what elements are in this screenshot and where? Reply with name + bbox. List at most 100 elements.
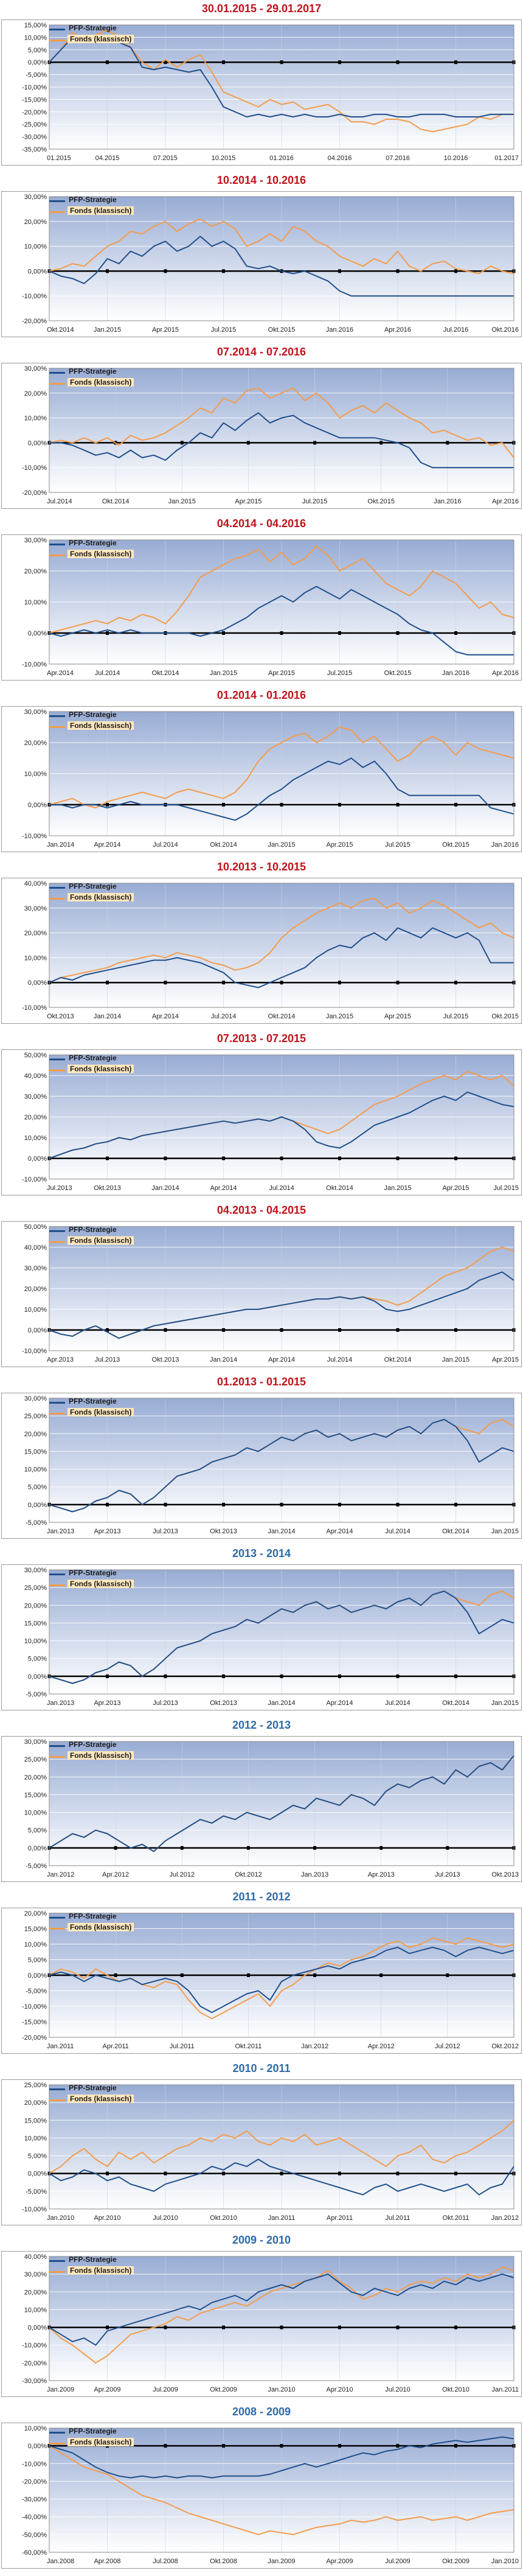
x-tick-label: Jul.2014 xyxy=(95,670,120,677)
x-tick-mark xyxy=(396,1502,400,1507)
x-tick-mark xyxy=(222,1157,225,1160)
x-tick-label: Okt.2012 xyxy=(491,2043,519,2050)
y-tick-label: 20,00% xyxy=(24,390,47,397)
x-tick-mark xyxy=(106,631,109,635)
chart-panel: 07.2014 - 07.2016 30,00% 20,00% 10,00% 0,00%… xyxy=(1,345,522,509)
y-tick-label: -20,00% xyxy=(22,2478,47,2485)
y-tick-label: 10,00% xyxy=(24,2425,47,2432)
x-tick-label: 07.2015 xyxy=(153,155,178,162)
x-tick-mark xyxy=(338,2444,341,2448)
y-tick-label: -5,00% xyxy=(26,1988,47,1995)
x-tick-label: Jul.2012 xyxy=(435,2043,460,2050)
y-tick-label: 0,00% xyxy=(28,630,47,637)
series-line-pfp xyxy=(49,1755,514,1852)
x-tick-mark xyxy=(280,1157,283,1160)
x-tick-mark xyxy=(222,981,225,985)
y-tick-label: -10,00% xyxy=(22,1004,47,1012)
series-line-pfp xyxy=(49,1419,514,1513)
y-tick-label: 0,00% xyxy=(28,2171,47,2178)
chart-svg: 10,00% 0,00% -10,00% -20,00% -30,00% -40,00% -… xyxy=(22,2425,519,2565)
x-tick-label: Jul.2011 xyxy=(386,2214,410,2222)
x-tick-label: Jul.2011 xyxy=(170,2043,195,2050)
y-tick-label: -10,00% xyxy=(22,661,47,668)
x-tick-label: Jul.2013 xyxy=(153,1699,178,1707)
y-tick-label: -30,00% xyxy=(22,134,47,141)
legend-swatch xyxy=(49,887,65,889)
legend-swatch xyxy=(49,2260,65,2262)
series-line-pfp xyxy=(49,1591,514,1684)
x-tick-mark xyxy=(454,2325,457,2329)
legend-swatch xyxy=(49,383,65,385)
legend-swatch xyxy=(49,2443,65,2445)
legend-label: Fonds (klassisch) xyxy=(68,721,134,730)
chart-title: 2013 - 2014 xyxy=(232,1547,291,1559)
chart-frame: 40,00% 30,00% 20,00% 10,00% 0,00% -10,00% -20,… xyxy=(1,2251,522,2397)
x-tick-mark xyxy=(164,2444,167,2448)
x-tick-mark xyxy=(246,1973,250,1977)
legend-label: Fonds (klassisch) xyxy=(68,1065,134,1073)
chart-svg: 30,00% 20,00% 10,00% 0,00% -10,00%Jan.2014 Ap… xyxy=(22,709,519,849)
y-tick-label: 10,00% xyxy=(24,1638,47,1645)
y-tick-label: 10,00% xyxy=(24,34,47,41)
y-tick-label: -20,00% xyxy=(22,2360,47,2367)
y-tick-label: 20,00% xyxy=(24,740,47,747)
chart-panel: 2012 - 2013 30,00% 25,00% 20,00% 15,00% 10,00… xyxy=(1,1718,522,1882)
chart-svg: 25,00% 20,00% 15,00% 10,00% 5,00% 0,00% -5,00%… xyxy=(22,2082,519,2222)
x-tick-label: Apr.2015 xyxy=(268,670,295,677)
x-tick-label: Okt.2015 xyxy=(442,841,469,849)
y-tick-label: 20,00% xyxy=(24,1910,47,1917)
y-tick-label: -10,00% xyxy=(22,1348,47,1355)
plot-border xyxy=(49,2084,514,2210)
x-tick-label: Apr.2010 xyxy=(326,2386,353,2393)
chart-panel: 01.2013 - 01.2015 30,00% 25,00% 20,00% 15,00… xyxy=(1,1374,522,1539)
y-tick-label: 20,00% xyxy=(24,1774,47,1781)
legend-swatch xyxy=(49,1917,65,1919)
y-tick-label: 5,00% xyxy=(28,1484,47,1491)
y-tick-label: -10,00% xyxy=(22,84,47,91)
x-tick-label: Okt.2013 xyxy=(94,1185,121,1192)
y-tick-label: 20,00% xyxy=(24,930,47,937)
y-tick-label: -50,00% xyxy=(22,2532,47,2539)
plot-border xyxy=(49,1913,514,2038)
x-tick-label: Apr.2014 xyxy=(326,1528,353,1535)
legend-swatch xyxy=(49,1584,65,1586)
legend-swatch xyxy=(49,1756,65,1758)
x-tick-label: Jul.2015 xyxy=(327,670,353,677)
x-tick-mark xyxy=(106,2325,109,2329)
y-tick-label: 0,00% xyxy=(28,1155,47,1163)
legend-label: Fonds (klassisch) xyxy=(68,1408,134,1416)
legend-swatch xyxy=(49,40,65,41)
legend-label: Fonds (klassisch) xyxy=(68,1751,134,1760)
x-tick-label: Jul.2013 xyxy=(153,1528,178,1535)
plot-border xyxy=(49,883,514,1008)
x-tick-mark xyxy=(338,1674,341,1678)
legend-label: PFP-Strategie xyxy=(69,24,117,32)
x-tick-label: Jan.2010 xyxy=(268,2386,295,2393)
x-tick-label: Jan.2016 xyxy=(491,841,519,849)
x-tick-label: Apr.2015 xyxy=(152,326,179,334)
y-tick-label: 5,00% xyxy=(28,47,47,54)
y-tick-label: 15,00% xyxy=(24,1926,47,1933)
x-tick-label: Jul.2012 xyxy=(169,1871,195,1878)
chart-panel: 07.2013 - 07.2015 50,00% 40,00% 30,00% 20,00… xyxy=(1,1031,522,1195)
y-tick-label: 20,00% xyxy=(24,219,47,226)
x-tick-mark xyxy=(222,2325,225,2329)
y-tick-label: 0,00% xyxy=(28,1972,47,1979)
x-tick-label: Jan.2014 xyxy=(94,1013,121,1020)
plot-border xyxy=(49,2256,514,2381)
chart-frame: 30,00% 25,00% 20,00% 15,00% 10,00% 5,00% 0,00%… xyxy=(1,1564,522,1710)
y-tick-label: 40,00% xyxy=(24,2253,47,2261)
y-tick-label: 10,00% xyxy=(24,1306,47,1314)
chart-svg: 40,00%30,00%20,00%10,00%0,00%-10,00%Okt.… xyxy=(22,880,519,1020)
y-tick-label: 10,00% xyxy=(24,1941,47,1948)
y-tick-label: 0,00% xyxy=(28,268,47,275)
series-line-fonds xyxy=(49,2119,514,2174)
x-tick-label: Apr.2013 xyxy=(368,1871,395,1878)
x-tick-label: 07.2016 xyxy=(386,155,410,162)
y-tick-label: 20,00% xyxy=(24,1430,47,1438)
series-line-fonds xyxy=(49,2266,514,2364)
x-tick-label: Jan.2012 xyxy=(491,2214,519,2222)
x-tick-label: Jul.2015 xyxy=(211,326,237,334)
x-tick-mark xyxy=(164,1502,167,1507)
legend-swatch xyxy=(49,211,65,213)
